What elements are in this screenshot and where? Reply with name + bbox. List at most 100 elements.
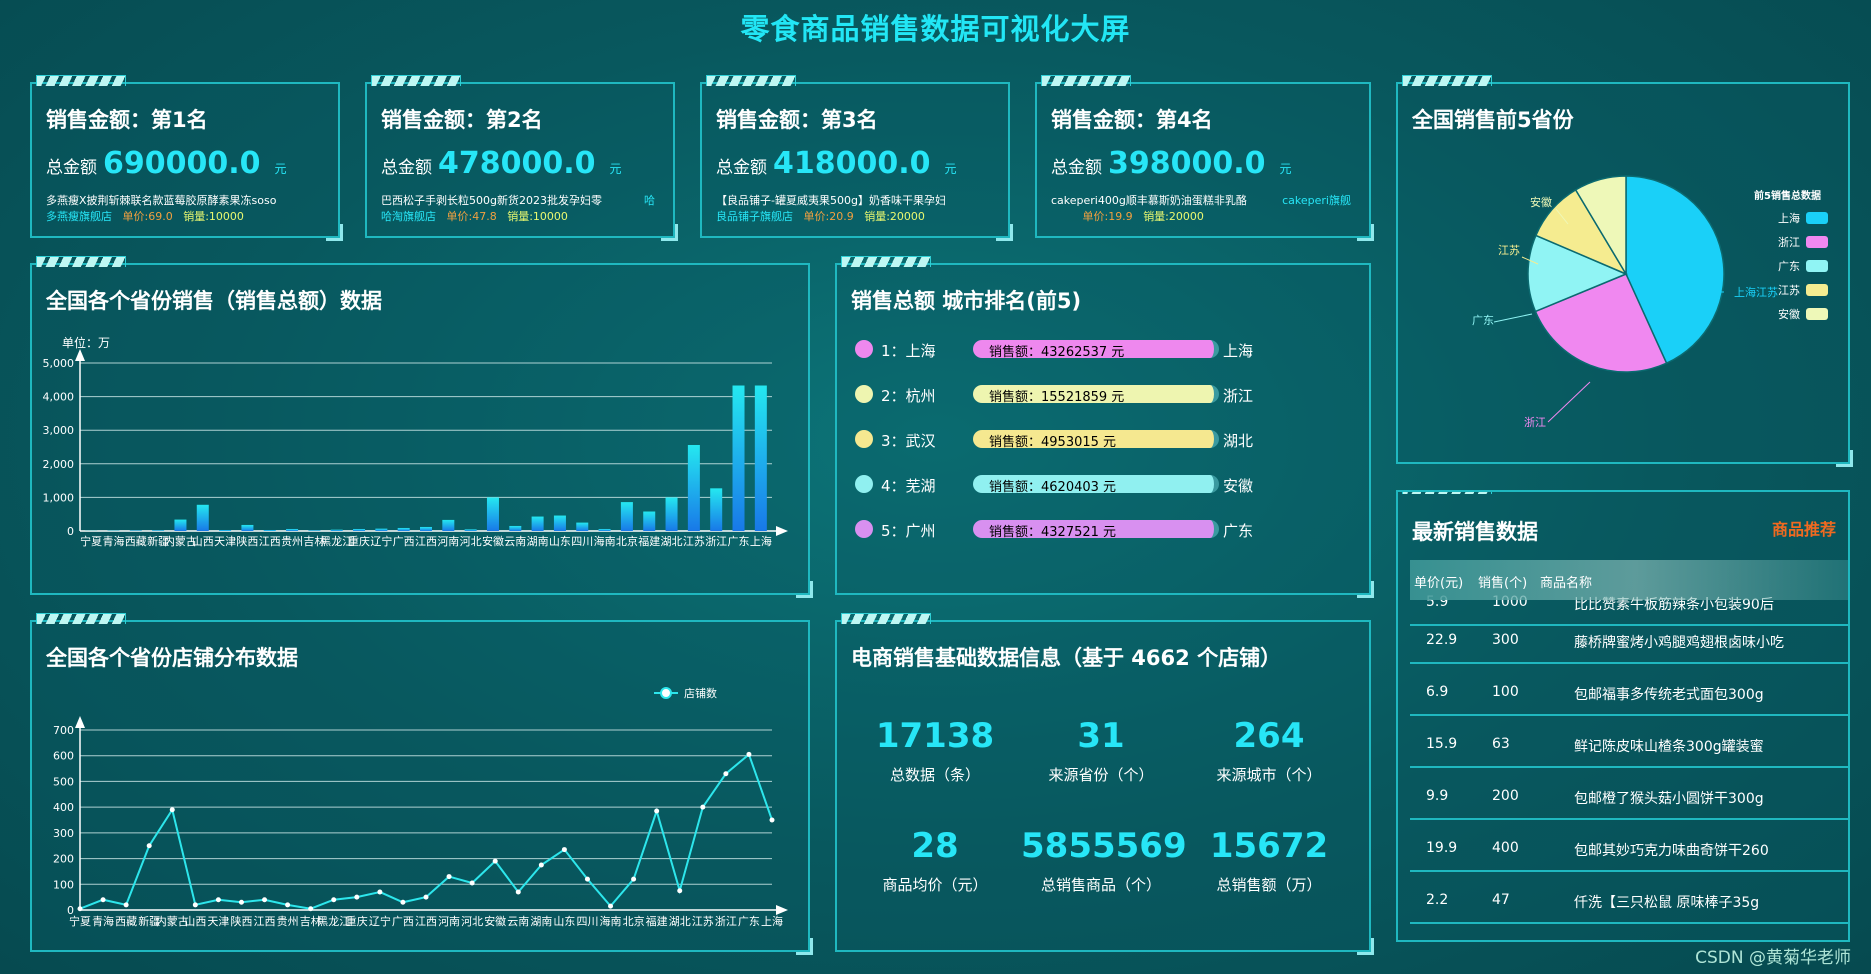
table-row[interactable]: 19.9 400 包邮其妙巧克力味曲奇饼干260 bbox=[1410, 826, 1848, 872]
x-tick-label: 上海 bbox=[761, 914, 783, 928]
product-recommend-link[interactable]: 商品推荐 bbox=[1771, 520, 1836, 539]
bar-chart: 单位：万 0 1,000 2,000 3,000 4,000 5,000 宁夏 青海 西藏 新疆… bbox=[43, 335, 788, 548]
shop-inline: cakeperi旗舰 bbox=[1282, 194, 1351, 207]
card-title: 销售金额：第2名 bbox=[381, 108, 543, 132]
pie-outer-label: 安徽 bbox=[1530, 195, 1552, 209]
rank-city: 1：上海 bbox=[881, 342, 936, 360]
table-row[interactable]: 6.9 100 包邮福事多传统老式面包300g bbox=[1410, 670, 1848, 716]
x-tick-label: 河南 bbox=[437, 535, 459, 548]
rank-sales: 销售额：4327521 元 bbox=[989, 525, 1117, 540]
top-card-4: 销售金额：第4名 总金额 398000.0 元 cakeperi400g顺丰慕斯奶油… bbox=[1035, 75, 1374, 241]
point-重庆 bbox=[354, 894, 360, 900]
card-title: 销售金额：第4名 bbox=[1051, 108, 1213, 132]
y-tick-label: 200 bbox=[53, 853, 74, 866]
point-江西 bbox=[262, 897, 268, 903]
panel-decoration bbox=[36, 256, 126, 267]
rank-bar: 销售额：4953015 元 bbox=[973, 430, 1219, 450]
card-title: 销售金额：第3名 bbox=[716, 108, 878, 132]
card-title: 销售金额：第1名 bbox=[46, 108, 208, 132]
product-name: 多燕瘦X披荆斩棘联名款蓝莓胶原酵素果冻soso bbox=[46, 194, 277, 207]
legend-swatch bbox=[1806, 236, 1828, 248]
x-tick-label: 重庆 bbox=[348, 534, 370, 548]
point-吉林 bbox=[308, 906, 314, 912]
x-tick-label: 黑龙江 bbox=[317, 915, 350, 928]
unit-price: 单价:19.9 bbox=[1082, 210, 1133, 223]
shop-name: 良品铺子旗舰店 bbox=[716, 210, 793, 223]
x-tick-label: 青海 bbox=[102, 534, 124, 548]
bar-贵州 bbox=[286, 528, 299, 531]
panel-title: 全国各个省份销售（销售总额）数据 bbox=[46, 289, 382, 313]
panel-decoration bbox=[706, 75, 796, 86]
panel-decoration bbox=[1402, 492, 1492, 494]
bar-西藏 bbox=[129, 530, 142, 531]
bar-河南 bbox=[442, 519, 455, 531]
bar-浙江 bbox=[710, 488, 723, 531]
panel-decoration bbox=[1402, 75, 1492, 86]
y-tick-label: 0 bbox=[67, 525, 74, 538]
rank-bar: 销售额：4620403 元 bbox=[973, 475, 1219, 495]
legend-swatch bbox=[1806, 212, 1828, 224]
x-tick-label: 江西 bbox=[415, 535, 437, 548]
rank-row: 1：上海 销售额：43262537 元 上海 bbox=[855, 339, 1255, 363]
y-tick-label: 400 bbox=[53, 801, 74, 814]
bar-湖南 bbox=[531, 516, 544, 531]
rank-dot bbox=[855, 385, 873, 403]
rank-dot bbox=[855, 475, 873, 493]
table-row[interactable]: 2.2 47 仟洗【三只松鼠 原味棒子35g bbox=[1410, 878, 1848, 924]
point-宁夏 bbox=[77, 906, 83, 912]
x-tick-label: 福建 bbox=[638, 534, 660, 548]
province-sales-panel: 全国各个省份销售（销售总额）数据 单位：万 0 1,000 2,000 3,000 4,… bbox=[30, 256, 813, 598]
bar-安徽 bbox=[486, 497, 499, 531]
col-qty: 销售(个) bbox=[1478, 576, 1528, 591]
label-line bbox=[1493, 313, 1533, 323]
y-tick-label: 300 bbox=[53, 827, 74, 840]
point-福建 bbox=[654, 808, 660, 814]
y-tick-label: 3,000 bbox=[43, 424, 75, 437]
x-tick-label: 海南 bbox=[600, 914, 622, 928]
point-山东 bbox=[561, 847, 567, 853]
latest-sales-panel: 最新销售数据 商品推荐 5.9 1000 比比赞素牛板筋辣条小包装90后 22.9… bbox=[1396, 490, 1850, 942]
y-tick-label: 700 bbox=[53, 724, 74, 737]
sales-count: 销量:20000 bbox=[864, 210, 925, 223]
legend-swatch bbox=[1806, 284, 1828, 296]
y-tick-label: 5,000 bbox=[43, 357, 75, 370]
point-天津 bbox=[215, 897, 221, 903]
rank-dot bbox=[855, 520, 873, 538]
unit-price: 单价:20.9 bbox=[803, 210, 854, 223]
bar-广东 bbox=[732, 385, 745, 531]
rank-city: 2：杭州 bbox=[881, 387, 936, 405]
table-row[interactable]: 22.9 300 藤桥牌蜜烤小鸡腿鸡翅根卤味小吃 bbox=[1410, 618, 1848, 664]
shop-name: 哈淘旗舰店 bbox=[381, 210, 436, 223]
point-新疆 bbox=[146, 843, 152, 849]
stat-total-sales: 15672 总销售额（万） bbox=[1209, 826, 1329, 894]
cell-price: 2.2 bbox=[1426, 892, 1449, 908]
rank-city: 3：武汉 bbox=[881, 432, 936, 450]
panel-decoration bbox=[36, 613, 126, 624]
panel-title: 全国各个省份店铺分布数据 bbox=[46, 646, 298, 670]
cell-qty: 100 bbox=[1492, 684, 1519, 700]
bar-四川 bbox=[576, 522, 589, 531]
stat-cities: 264 来源城市（个） bbox=[1216, 716, 1322, 784]
cell-name: 仟洗【三只松鼠 原味棒子35g bbox=[1574, 895, 1760, 911]
amount-label: 总金额 bbox=[381, 158, 432, 178]
point-湖南 bbox=[538, 862, 544, 868]
rank-sales: 销售额：4953015 元 bbox=[989, 435, 1117, 450]
x-axis-arrow bbox=[776, 905, 788, 915]
cell-name: 鲜记陈皮味山楂条300g罐装蜜 bbox=[1574, 739, 1764, 755]
table-row[interactable]: 9.9 200 包邮橙了猴头菇小圆饼干300g bbox=[1410, 774, 1848, 820]
rank-city: 4：芜湖 bbox=[881, 477, 936, 495]
cell-price: 9.9 bbox=[1426, 788, 1449, 804]
cell-qty: 63 bbox=[1492, 736, 1510, 752]
table-row[interactable]: 15.9 63 鲜记陈皮味山楂条300g罐装蜜 bbox=[1410, 722, 1848, 768]
y-tick-label: 2,000 bbox=[43, 458, 75, 471]
amount-unit: 元 bbox=[274, 162, 287, 176]
x-tick-label: 湖北 bbox=[669, 915, 691, 928]
x-tick-label: 江苏 bbox=[683, 535, 705, 548]
legend-item: 江苏 bbox=[1778, 284, 1800, 297]
label-line bbox=[1521, 256, 1539, 265]
x-tick-label: 云南 bbox=[504, 535, 526, 548]
panel-decoration bbox=[841, 256, 931, 267]
unit-price: 单价:47.8 bbox=[446, 210, 497, 223]
cell-price: 6.9 bbox=[1426, 684, 1449, 700]
table-header: 单价(元) 销售(个) 商品名称 bbox=[1410, 560, 1848, 600]
